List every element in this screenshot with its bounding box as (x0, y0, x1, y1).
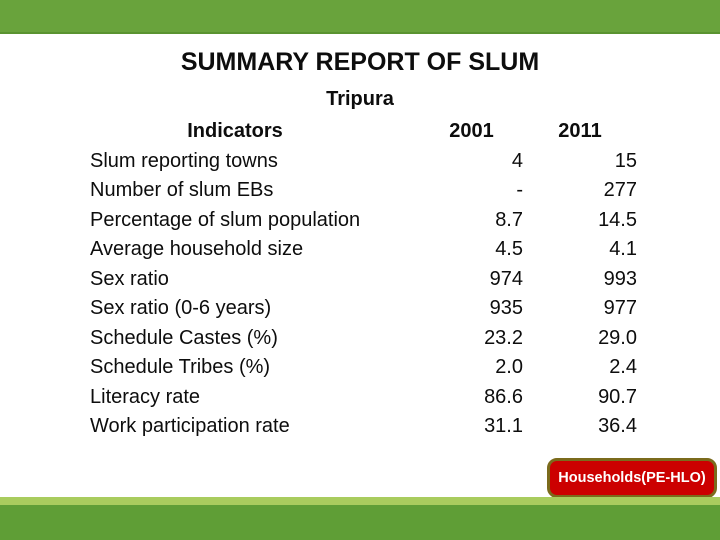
value-cell-2011: 29.0 (598, 326, 637, 349)
indicator-cell: Slum reporting towns (90, 149, 278, 172)
indicator-cell: Sex ratio (90, 267, 169, 290)
indicator-cell: Average household size (90, 238, 304, 260)
value-cell-2001: 4.5 (495, 238, 523, 260)
value-cell-2001: 935 (489, 297, 523, 319)
value-cell-2011: 36.4 (598, 415, 637, 437)
table-row: Number of slum EBs - 277 (90, 176, 637, 206)
header-2001: 2001 (449, 120, 494, 142)
value-cell-2001: 31.1 (484, 415, 523, 437)
indicator-cell: Schedule Tribes (%) (90, 356, 271, 378)
value-cell-2011: 993 (603, 267, 637, 290)
table-row: Sex ratio (0-6 years) 935 977 (90, 294, 637, 324)
table-row: Literacy rate 86.6 90.7 (90, 383, 637, 413)
summary-table: Indicators 2001 2011 Slum reporting town… (90, 117, 637, 442)
table-row: Percentage of slum population 8.7 14.5 (90, 206, 637, 236)
value-cell-2011: 14.5 (598, 208, 637, 231)
value-cell-2011: 977 (603, 297, 637, 319)
value-cell-2011: 15 (614, 149, 637, 172)
table-header-row: Indicators 2001 2011 (90, 117, 637, 147)
bottom-banner-bar (0, 505, 720, 540)
top-banner-bar (0, 0, 720, 34)
value-cell-2011: 90.7 (598, 385, 637, 408)
table-row: Slum reporting towns 4 15 (90, 147, 637, 177)
value-cell-2001: 974 (489, 267, 523, 290)
header-2011: 2011 (558, 120, 602, 142)
households-pe-hlo-button[interactable]: Households(PE-HLO) (547, 458, 717, 498)
table-row: Schedule Castes (%) 23.2 29.0 (90, 324, 637, 354)
indicator-cell: Work participation rate (90, 415, 290, 437)
value-cell-2011: 2.4 (609, 356, 637, 378)
value-cell-2001: 2.0 (495, 356, 523, 378)
value-cell-2001: 23.2 (484, 326, 523, 349)
value-cell-2001: 4 (511, 149, 523, 172)
indicator-cell: Number of slum EBs (90, 179, 274, 201)
value-cell-2001: - (516, 179, 523, 201)
value-cell-2001: 86.6 (484, 385, 523, 408)
indicator-cell: Percentage of slum population (90, 208, 361, 231)
summary-table-body: Slum reporting towns 4 15 Number of slum EB… (90, 147, 637, 442)
value-cell-2011: 277 (603, 179, 637, 201)
value-cell-2001: 8.7 (495, 208, 523, 231)
table-row: Sex ratio 974 993 (90, 265, 637, 295)
indicator-cell: Sex ratio (0-6 years) (90, 297, 272, 319)
indicator-cell: Schedule Castes (%) (90, 326, 278, 349)
table-row: Average household size 4.5 4.1 (90, 235, 637, 265)
table-row: Schedule Tribes (%) 2.0 2.4 (90, 353, 637, 383)
table-row: Work participation rate 31.1 36.4 (90, 412, 637, 442)
slide-title: SUMMARY REPORT OF SLUM (180, 48, 540, 76)
header-indicators: Indicators (187, 120, 283, 142)
indicator-cell: Literacy rate (90, 385, 201, 408)
value-cell-2011: 4.1 (609, 238, 637, 260)
slide-subtitle: Tripura (326, 88, 394, 110)
bottom-accent-strip (0, 497, 720, 505)
households-button-label: Households(PE-HLO) (558, 470, 706, 486)
